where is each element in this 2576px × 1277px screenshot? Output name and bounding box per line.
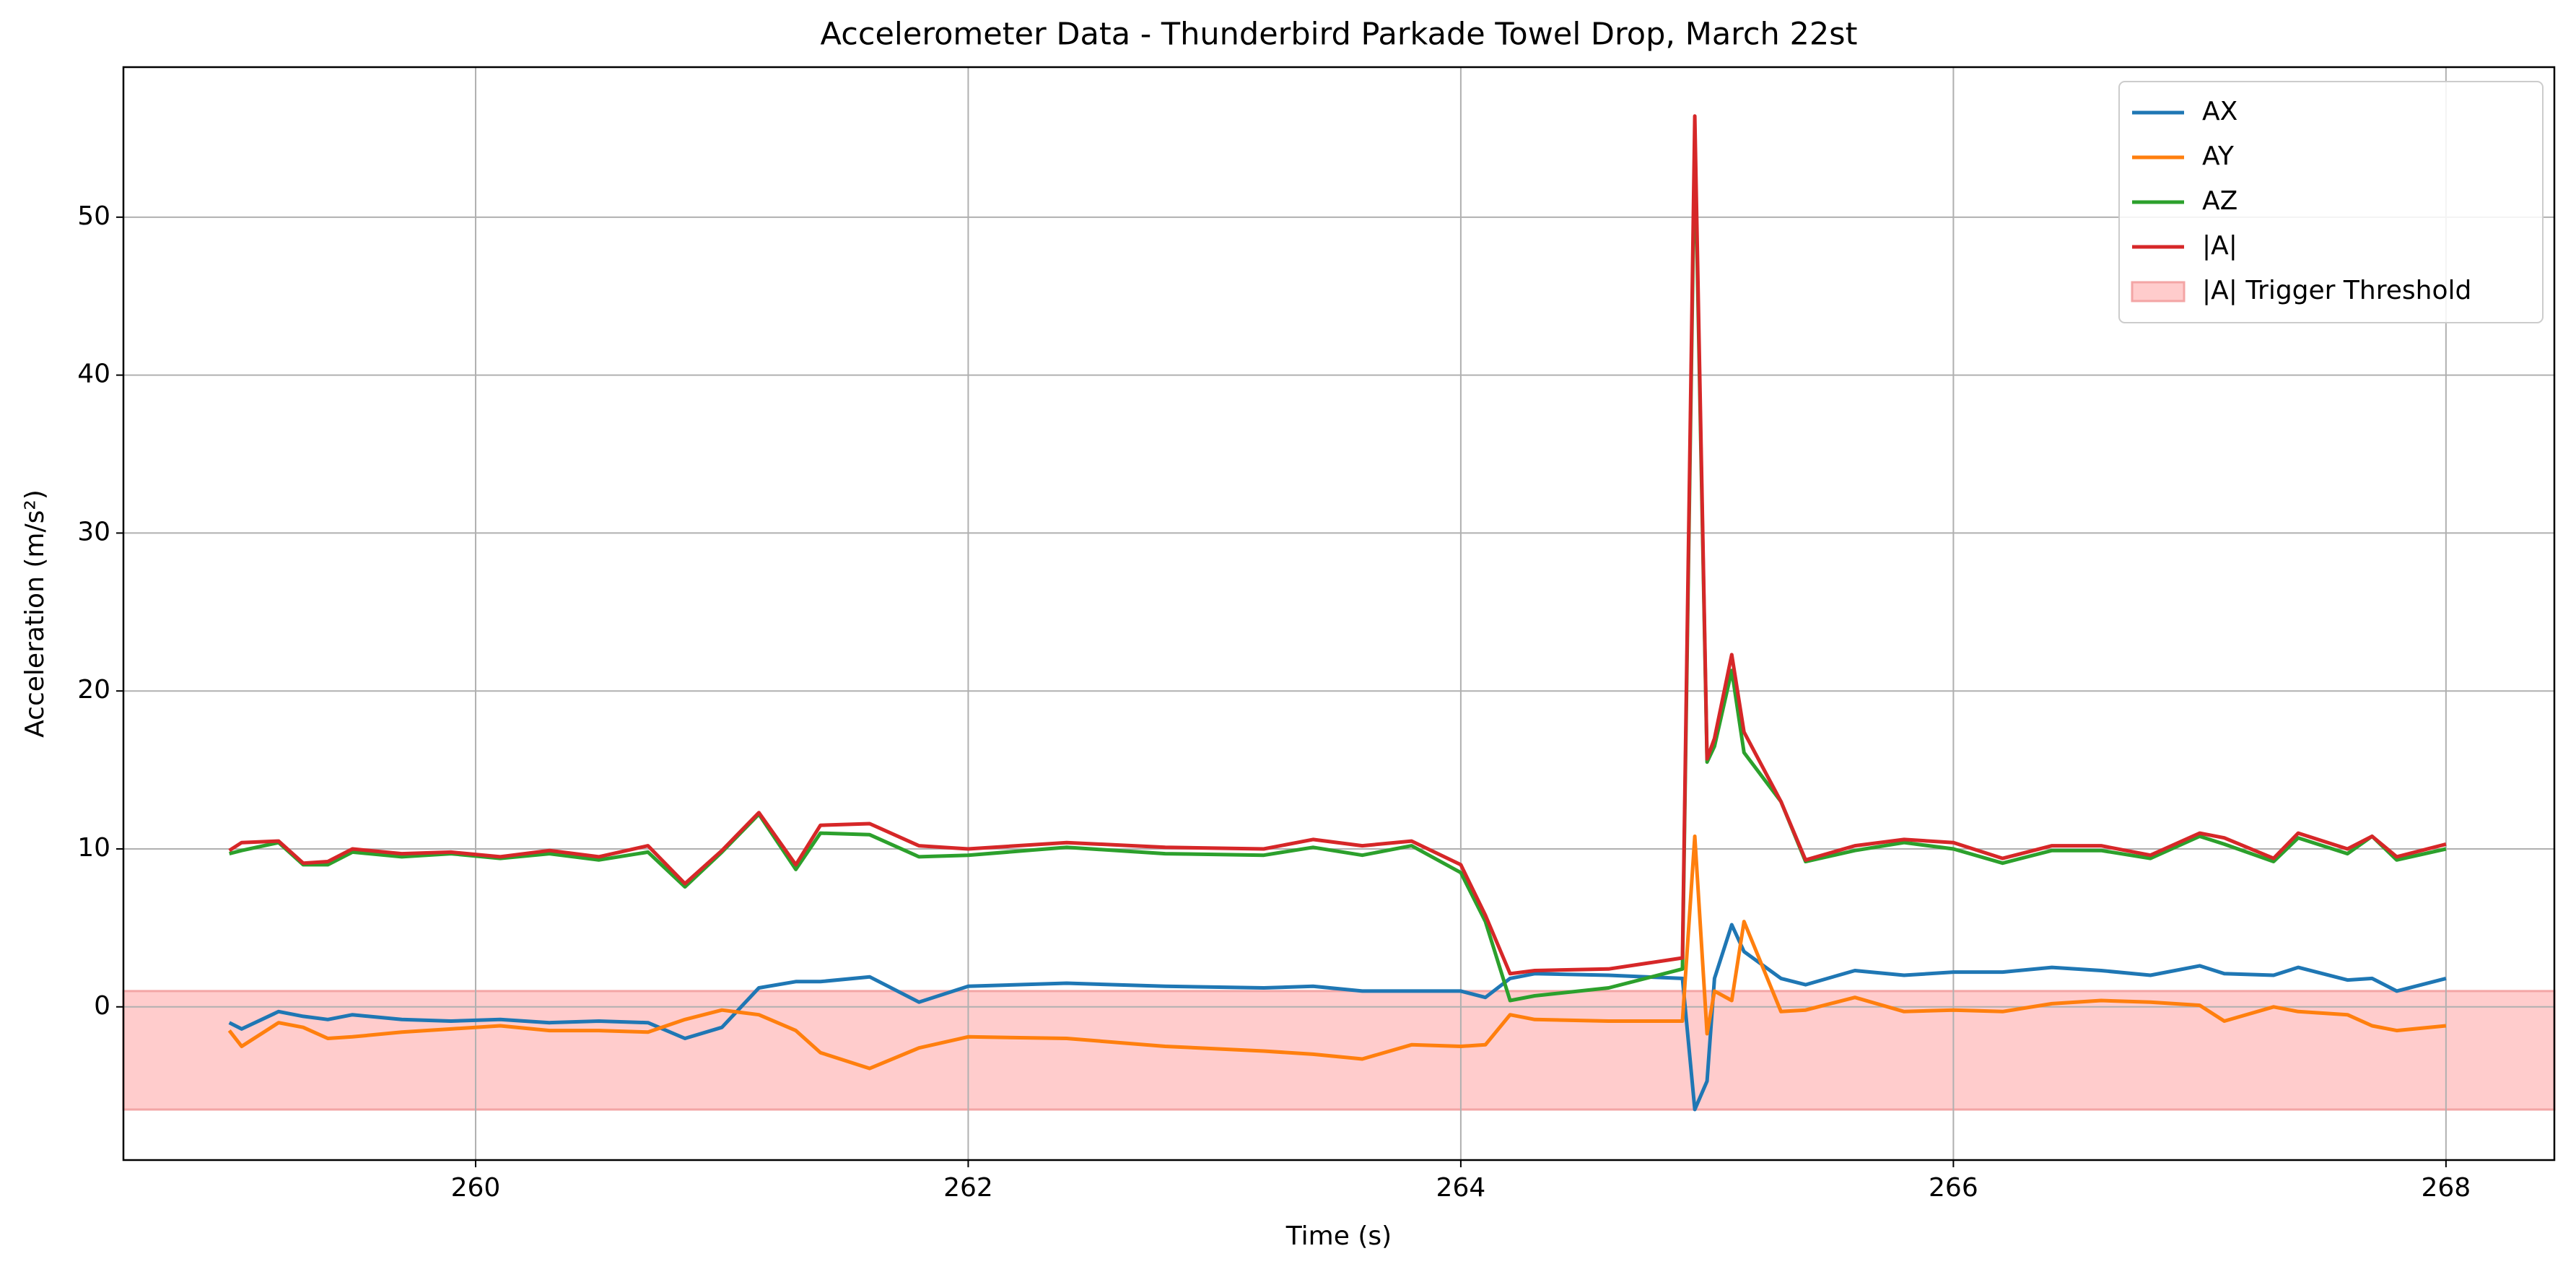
y-tick-label: 30 [77,517,110,546]
y-tick-label: 0 [94,991,110,1021]
y-axis-label: Acceleration (m/s²) [20,489,50,738]
x-tick-label: 260 [451,1173,501,1203]
series-line [229,136,2447,1003]
x-axis-label: Time (s) [1285,1221,1392,1251]
legend-label: AZ [2202,186,2237,216]
series-line [228,114,2447,976]
y-tick-label: 40 [77,359,110,389]
y-tick-label: 10 [77,833,110,863]
x-tick-label: 268 [2421,1173,2471,1203]
legend-label: AX [2202,97,2237,126]
chart-title: Accelerometer Data - Thunderbird Parkade… [821,17,1858,53]
threshold-band [122,990,2556,1111]
series-line [228,923,2447,1112]
legend-label: |A| Trigger Threshold [2202,276,2471,305]
series-line [227,834,2447,1071]
legend-box [2118,81,2544,323]
legend-label: AY [2202,141,2235,171]
y-tick-label: 20 [77,675,110,705]
legend-swatch [2131,281,2186,302]
x-tick-label: 264 [1436,1173,1486,1203]
y-tick-label: 50 [77,201,110,231]
x-tick-label: 262 [943,1173,993,1203]
x-tick-label: 266 [1929,1173,1978,1203]
legend-label: |A| [2202,231,2237,261]
plot-frame [122,66,2556,1161]
